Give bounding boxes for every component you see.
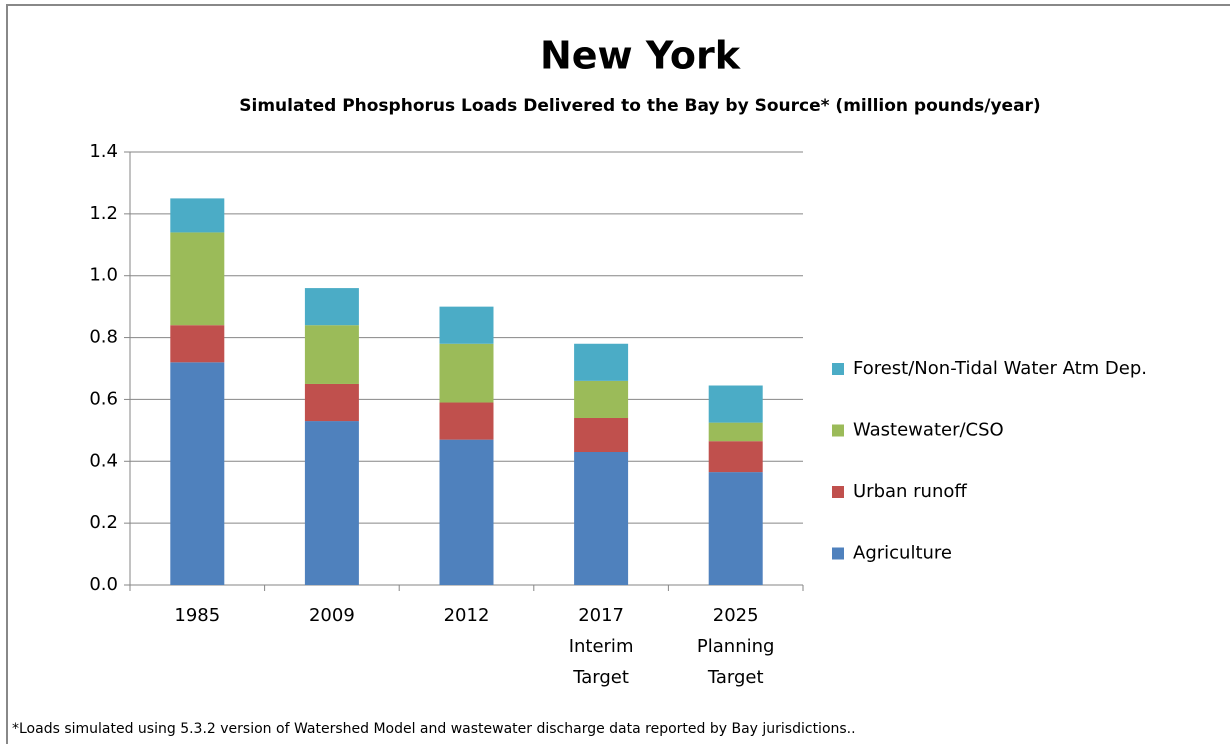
y-tick-label: 0.4: [89, 450, 118, 471]
x-tick-label: 2025: [713, 605, 759, 626]
y-tick-label: 0.0: [89, 574, 118, 595]
x-tick-label: 2009: [309, 605, 355, 626]
bar-segment: [439, 439, 494, 585]
bar-segment: [574, 452, 629, 585]
bar-segment: [439, 306, 494, 344]
bar-segment: [170, 362, 225, 585]
bar-segment: [170, 325, 225, 363]
x-tick-label: 1985: [174, 605, 220, 626]
legend-label: Urban runoff: [853, 481, 967, 502]
y-tick-label: 1.2: [89, 203, 118, 224]
bar-segment: [708, 441, 763, 473]
bar-segment: [304, 325, 359, 384]
x-tick-label: Interim: [569, 636, 634, 657]
x-tick-label: Target: [707, 667, 764, 688]
bar-segment: [304, 421, 359, 585]
frame: [6, 4, 1230, 748]
x-tick-label: 2017: [578, 605, 624, 626]
bar-segment: [439, 343, 494, 403]
x-tick-label: 2012: [444, 605, 490, 626]
bar-segment: [574, 380, 629, 418]
y-tick-label: 0.2: [89, 512, 118, 533]
x-tick-label: Target: [572, 667, 629, 688]
y-tick-label: 0.6: [89, 388, 118, 409]
chart-title: New York: [540, 34, 741, 78]
y-tick-label: 1.4: [89, 141, 118, 162]
bar-segment: [170, 198, 225, 233]
bar-segment: [170, 232, 225, 326]
legend-swatch: [832, 547, 844, 560]
bar-segment: [708, 422, 763, 442]
y-tick-label: 1.0: [89, 265, 118, 286]
chart-subtitle: Simulated Phosphorus Loads Delivered to …: [239, 96, 1040, 116]
bar-segment: [304, 288, 359, 326]
bar-segment: [574, 417, 629, 453]
legend-swatch: [832, 486, 844, 498]
bar-segment: [708, 385, 763, 423]
footnote: *Loads simulated using 5.3.2 version of …: [12, 721, 856, 737]
legend-swatch: [832, 363, 844, 375]
y-tick-label: 0.8: [89, 327, 118, 348]
legend-label: Agriculture: [853, 543, 952, 564]
bar-segment: [304, 383, 359, 422]
bar-segment: [708, 472, 763, 585]
bar-segment: [439, 402, 494, 440]
legend-label: Wastewater/CSO: [853, 420, 1004, 441]
bar-segment: [574, 343, 629, 381]
legend-swatch: [832, 424, 844, 437]
x-tick-label: Planning: [697, 636, 775, 657]
legend-label: Forest/Non-Tidal Water Atm Dep.: [853, 358, 1147, 379]
